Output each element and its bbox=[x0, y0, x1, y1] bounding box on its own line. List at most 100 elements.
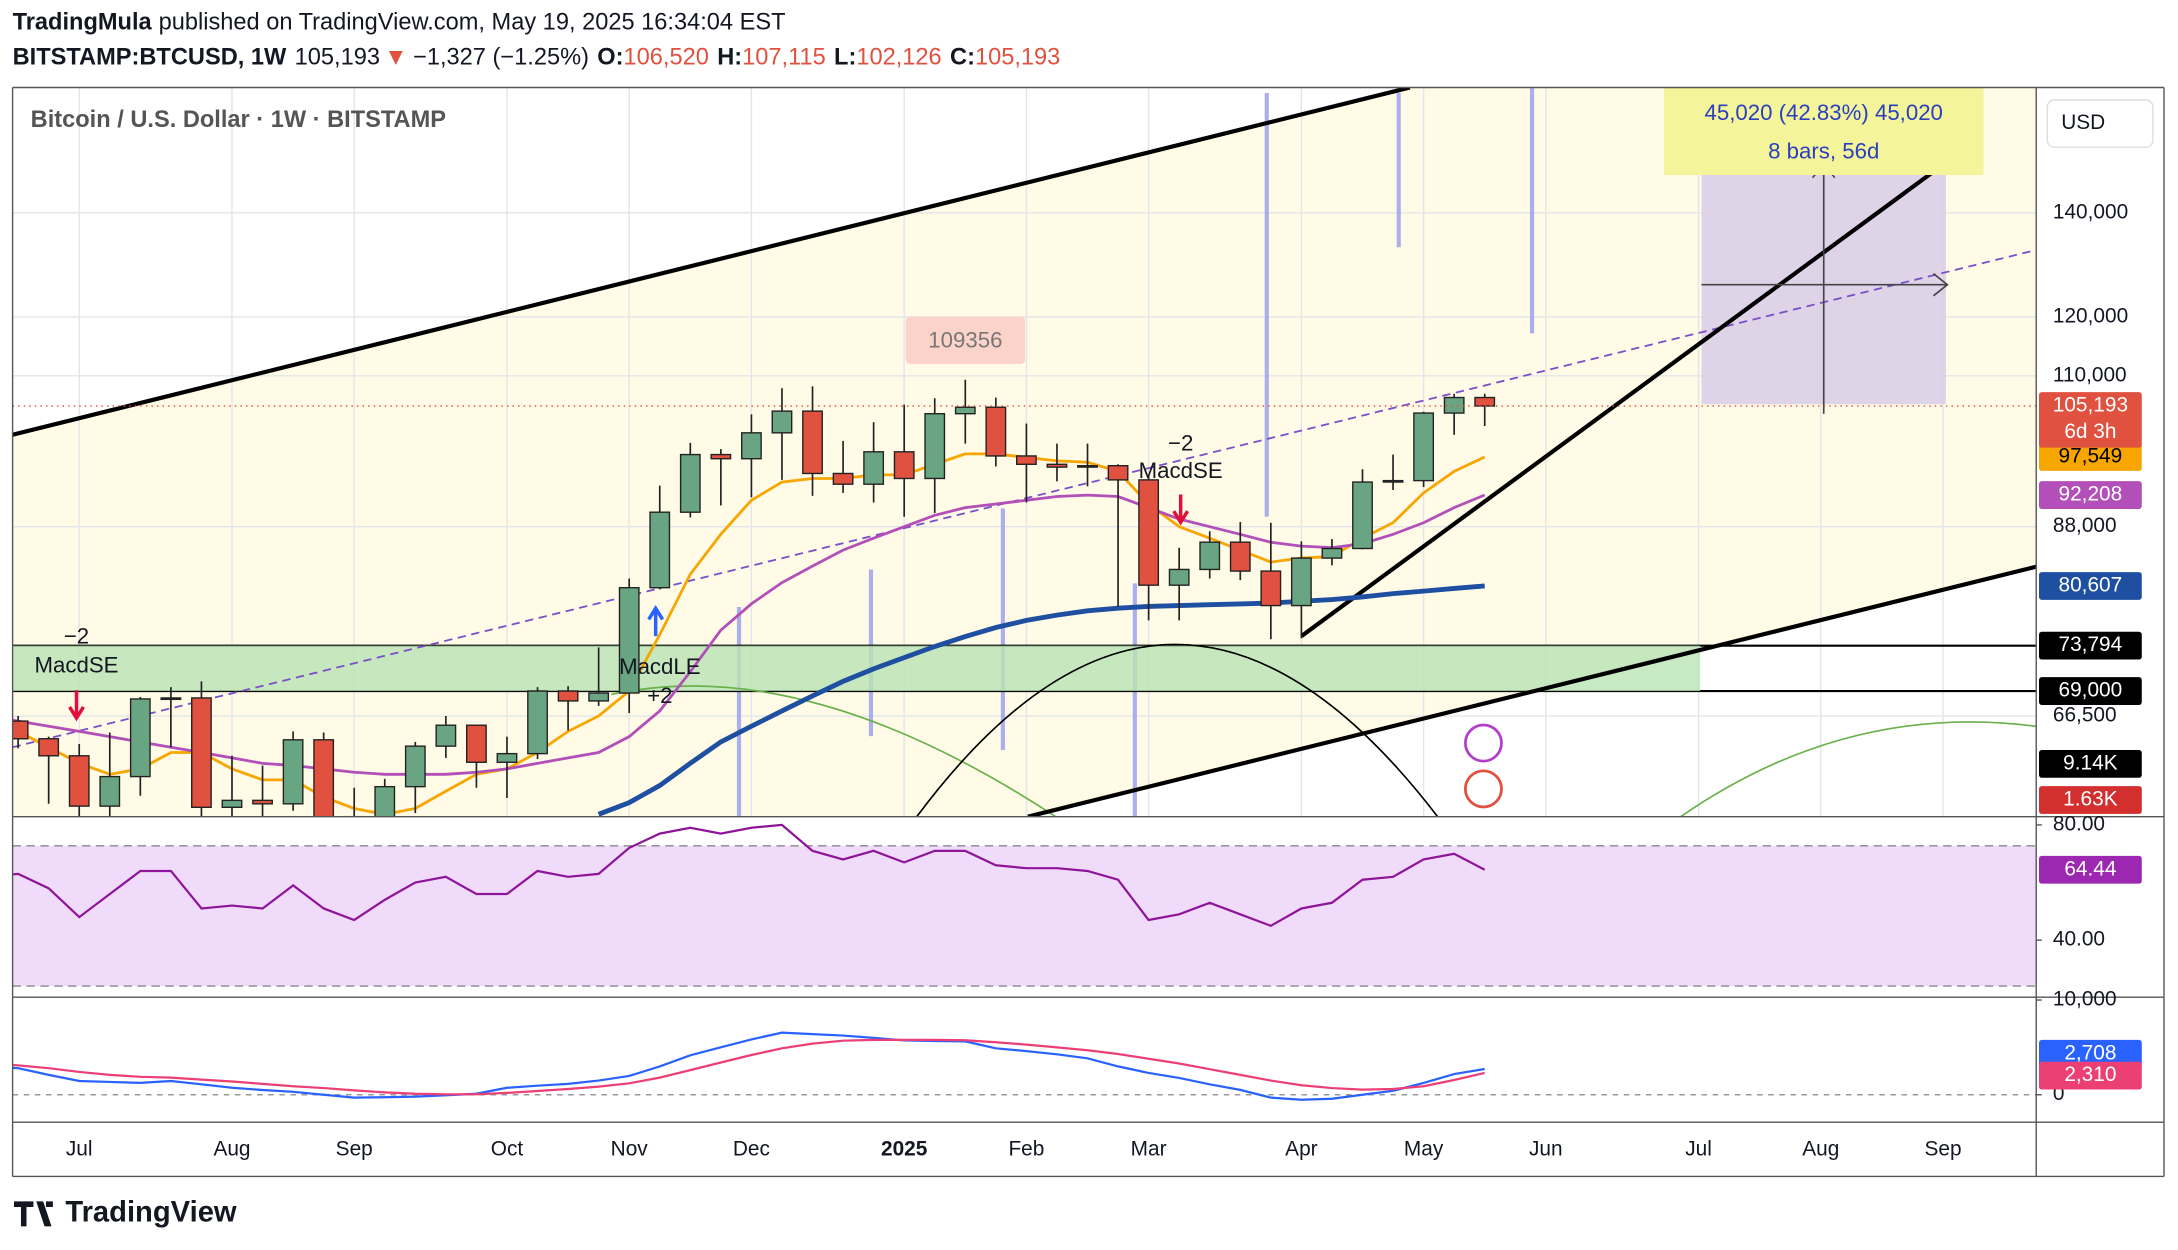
arc bbox=[611, 685, 1057, 817]
price-tag-bg bbox=[2039, 855, 2142, 884]
candle-body bbox=[1352, 481, 1373, 550]
ohlc-label: O: bbox=[597, 45, 623, 71]
candle-body bbox=[1382, 479, 1404, 483]
candle-body bbox=[374, 785, 396, 817]
candle-body bbox=[1260, 570, 1282, 607]
signal-qty: −2 bbox=[64, 623, 89, 648]
y-tick-label: 80.00 bbox=[2053, 812, 2105, 835]
candle-body bbox=[1138, 479, 1160, 586]
currency-button[interactable] bbox=[2046, 99, 2154, 148]
candle-body bbox=[802, 410, 823, 475]
series-line bbox=[12, 1031, 1485, 1101]
measure-label: 8 bars, 56d bbox=[1768, 139, 1879, 164]
symbol: BITSTAMP:BTCUSD, 1W bbox=[13, 45, 287, 71]
x-tick-label: 2025 bbox=[881, 1138, 927, 1161]
price-tag-bg bbox=[2039, 631, 2142, 660]
candle-body bbox=[1168, 568, 1190, 586]
main-pane: 45,020 (42.83%) 45,020 8 bars, 56d 10935… bbox=[12, 87, 2037, 817]
candle-body bbox=[1077, 465, 1098, 468]
signal-label: MacdLE bbox=[619, 654, 701, 679]
logo: TradingView bbox=[65, 1197, 237, 1229]
rsi-band bbox=[12, 845, 2037, 987]
x-tick-label: Jul bbox=[66, 1138, 93, 1161]
x-tick-label: Jun bbox=[1529, 1138, 1563, 1161]
dashed-trend bbox=[12, 249, 2037, 749]
y-tick-label: 0 bbox=[2053, 1082, 2065, 1105]
candle-body bbox=[985, 406, 1007, 457]
price-tag: 1.63K bbox=[2063, 788, 2118, 811]
price-tag: 105,193 bbox=[2053, 393, 2128, 416]
signal-label: MacdSE bbox=[1139, 458, 1223, 483]
candle-body bbox=[313, 739, 335, 817]
channel-top bbox=[12, 87, 1411, 437]
x-tick-label: Mar bbox=[1131, 1138, 1167, 1161]
candle-body bbox=[12, 720, 29, 740]
candle-body bbox=[679, 453, 701, 513]
price-tag: 97,549 bbox=[2059, 444, 2123, 467]
candle-body bbox=[160, 697, 182, 701]
candle-body bbox=[1321, 547, 1343, 559]
x-tick-label: Sep bbox=[1925, 1138, 1962, 1161]
series-line bbox=[12, 1038, 1485, 1096]
candle-body bbox=[1046, 463, 1068, 468]
y-tick-label: 88,000 bbox=[2053, 514, 2117, 537]
x-tick-label: Dec bbox=[733, 1138, 770, 1161]
price-tag-bg bbox=[2039, 750, 2142, 778]
series-line bbox=[12, 493, 1486, 776]
x-tick-label: Aug bbox=[1802, 1138, 1839, 1161]
candle-body bbox=[771, 410, 793, 434]
signal-qty: +2 bbox=[647, 683, 672, 708]
series-line bbox=[12, 823, 1486, 928]
peak-label-bg bbox=[905, 316, 1026, 364]
price-tag: 9.14K bbox=[2063, 751, 2118, 774]
series-line bbox=[597, 583, 1485, 817]
legend-title: Bitcoin / U.S. Dollar · 1W · BITSTAMP bbox=[31, 107, 446, 133]
candle-body bbox=[740, 432, 762, 460]
candle-body bbox=[1474, 396, 1496, 407]
y-tick-label: 10,000 bbox=[2053, 988, 2117, 1011]
series-layer bbox=[12, 379, 2037, 817]
price-tag-bg bbox=[2039, 1039, 2142, 1068]
measure-arrow bbox=[1932, 272, 1949, 297]
price-tag: 2,708 bbox=[2064, 1041, 2116, 1064]
price-tag-bg bbox=[2039, 443, 2142, 471]
event-lines bbox=[736, 87, 1535, 817]
candle-body bbox=[557, 690, 579, 702]
price-tag-bg bbox=[2039, 481, 2142, 509]
support-trend bbox=[1300, 160, 1948, 638]
sell-arrow bbox=[1172, 494, 1190, 526]
x-tick-label: Feb bbox=[1008, 1138, 1044, 1161]
candle-body bbox=[404, 745, 426, 788]
x-tick-label: May bbox=[1404, 1138, 1444, 1161]
price-tag-bg bbox=[2039, 392, 2142, 448]
ohlc-label: L: bbox=[834, 45, 856, 71]
published: published on TradingView.com, May 19, 20… bbox=[159, 10, 786, 36]
currency[interactable]: USD bbox=[2061, 111, 2105, 134]
candle-body bbox=[618, 586, 640, 694]
candle-body bbox=[832, 472, 854, 485]
x-tick-label: Nov bbox=[611, 1138, 649, 1161]
candle-body bbox=[282, 739, 304, 805]
candle-body bbox=[863, 451, 885, 485]
candle-body bbox=[129, 698, 151, 778]
candle-body bbox=[710, 453, 732, 460]
signal-label: MacdSE bbox=[35, 653, 119, 678]
candle-body bbox=[496, 752, 518, 763]
logo-icon bbox=[14, 1201, 53, 1227]
icon bbox=[1464, 769, 1503, 809]
x-tick-label: Oct bbox=[491, 1138, 524, 1161]
ohlc-label: H: bbox=[717, 45, 742, 71]
change-arrow: ▼ bbox=[384, 45, 407, 71]
candle-body bbox=[924, 413, 946, 480]
indicator-layer bbox=[12, 823, 2037, 1101]
y-tick-label: 120,000 bbox=[2053, 304, 2128, 327]
measure-label: 45,020 (42.83%) 45,020 bbox=[1705, 100, 1943, 125]
zone bbox=[12, 645, 1701, 692]
indicator-panes bbox=[12, 823, 2037, 1101]
candle-body bbox=[954, 406, 976, 415]
candle-body bbox=[1443, 396, 1465, 414]
ohlc-value: 107,115 bbox=[742, 45, 826, 71]
sell-arrow bbox=[68, 690, 85, 722]
candle-body bbox=[893, 451, 915, 480]
signal-qty: −2 bbox=[1168, 430, 1193, 455]
